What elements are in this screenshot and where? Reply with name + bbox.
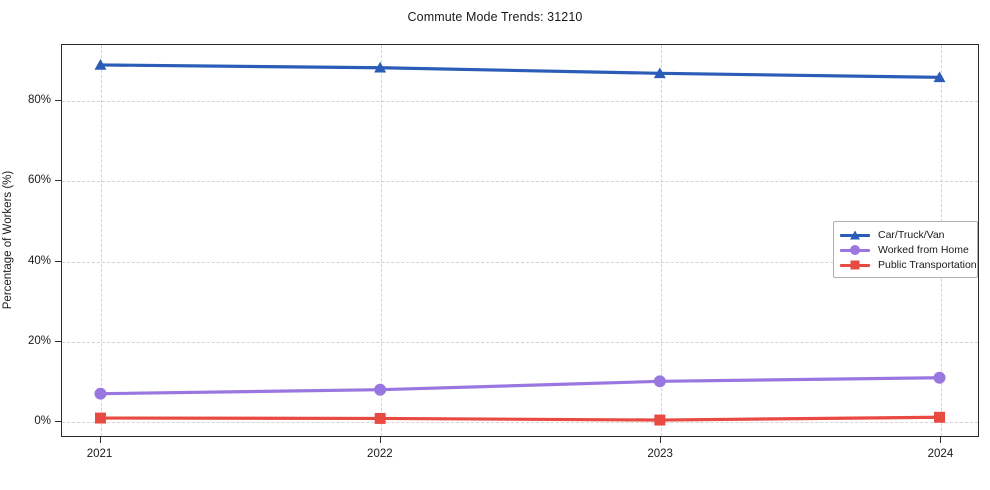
legend-swatch-circle-icon: [839, 243, 871, 257]
x-tick-label: 2021: [86, 448, 113, 460]
y-axis-label: Percentage of Workers (%): [2, 170, 14, 310]
y-tick-mark: [55, 100, 61, 102]
x-tick-label: 2022: [367, 448, 393, 460]
y-tick-label: 40%: [27, 254, 51, 267]
series-marker: [934, 411, 946, 423]
series-marker: [374, 412, 386, 424]
series-marker: [933, 371, 946, 384]
y-tick-mark: [55, 340, 61, 342]
y-tick-label: 60%: [27, 174, 51, 187]
series-marker: [654, 414, 666, 426]
legend-label: Public Transportation: [878, 258, 977, 271]
series-marker: [374, 383, 387, 396]
y-tick-mark: [55, 180, 61, 182]
series-line: [98, 63, 942, 79]
gridline-horizontal: [62, 261, 978, 263]
gridline-vertical: [661, 45, 663, 436]
series-line: [98, 376, 942, 396]
chart-legend: Car/Truck/Van Worked from Home Public Tran…: [833, 221, 978, 278]
series-line: [98, 415, 942, 422]
gridline-vertical: [380, 45, 382, 436]
series-marker: [94, 58, 107, 70]
y-tick-label: 20%: [27, 334, 51, 347]
gridline-vertical: [100, 45, 102, 436]
series-marker: [653, 67, 666, 79]
y-tick-label: 80%: [27, 94, 51, 107]
series-marker: [933, 71, 946, 83]
y-tick-label: 0%: [34, 414, 51, 427]
legend-swatch-triangle-icon: [839, 228, 871, 242]
x-tick-mark: [660, 437, 662, 443]
gridline-horizontal: [62, 181, 978, 183]
legend-label: Worked from Home: [878, 243, 969, 256]
legend-item[interactable]: Worked from Home: [839, 242, 971, 257]
series-marker: [374, 61, 387, 73]
y-tick-mark: [55, 420, 61, 422]
legend-swatch-square-icon: [839, 258, 871, 272]
series-marker: [94, 412, 106, 424]
series-lines: [94, 58, 946, 426]
plot-area: [61, 44, 979, 437]
gridline-horizontal: [62, 421, 978, 423]
series-marker: [94, 387, 107, 400]
chart-title: Commute Mode Trends: 31210: [407, 10, 583, 24]
y-tick-mark: [55, 260, 61, 262]
x-tick-mark: [99, 437, 101, 443]
legend-item[interactable]: Car/Truck/Van: [839, 227, 971, 242]
legend-label: Car/Truck/Van: [878, 228, 945, 241]
series-marker: [653, 375, 666, 388]
gridline-horizontal: [62, 341, 978, 343]
x-tick-label: 2024: [927, 448, 954, 460]
legend-item[interactable]: Public Transportation: [839, 257, 977, 272]
x-tick-label: 2023: [647, 448, 673, 460]
gridline-horizontal: [62, 101, 978, 103]
x-tick-mark: [379, 437, 381, 443]
x-tick-mark: [940, 437, 942, 443]
